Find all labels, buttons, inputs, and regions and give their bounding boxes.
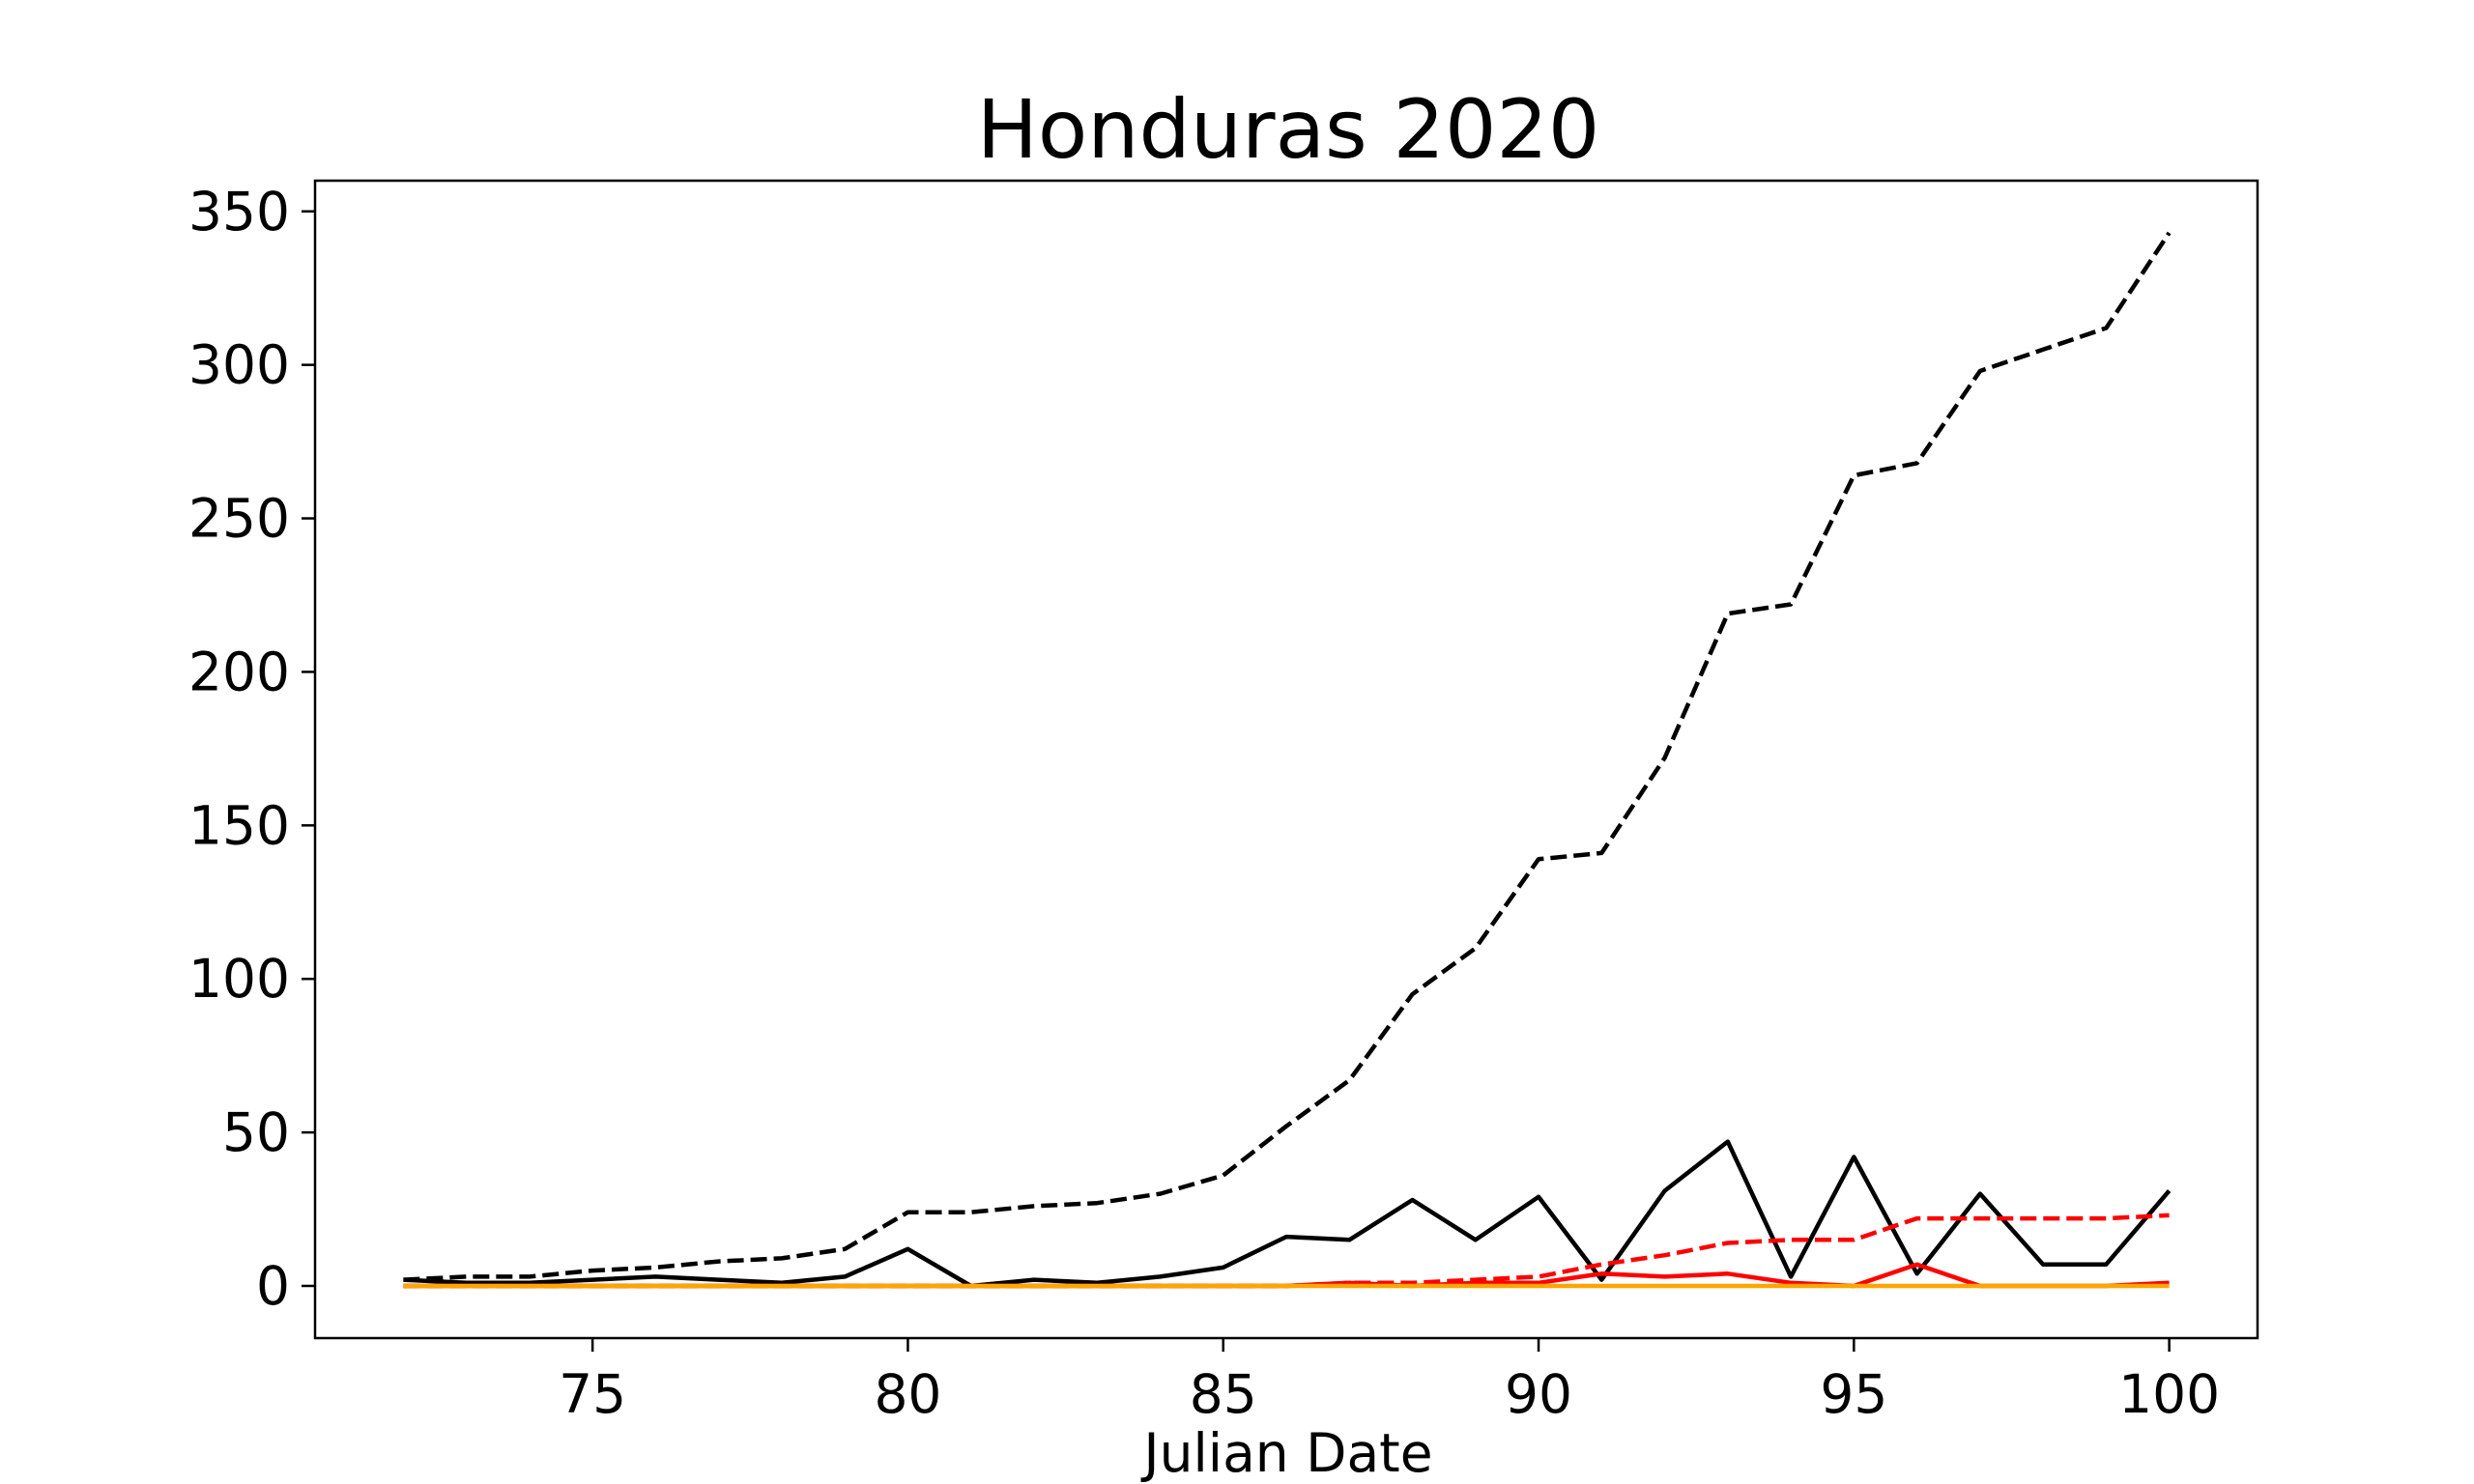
x-tick-label: 75 — [559, 1363, 626, 1425]
x-tick-label: 85 — [1190, 1363, 1257, 1425]
x-tick-label: 80 — [874, 1363, 941, 1425]
y-tick-label: 250 — [188, 488, 290, 550]
x-tick-label: 95 — [1820, 1363, 1887, 1425]
y-tick-label: 150 — [188, 794, 290, 856]
x-tick-label: 90 — [1505, 1363, 1572, 1425]
x-axis-label: Julian Date — [1140, 1422, 1432, 1484]
x-tick-label: 100 — [2118, 1363, 2220, 1425]
y-tick-label: 200 — [188, 641, 290, 702]
chart-title: Honduras 2020 — [977, 82, 1600, 177]
y-tick-label: 300 — [188, 334, 290, 396]
y-tick-label: 100 — [188, 948, 290, 1010]
y-tick-label: 0 — [256, 1255, 290, 1317]
plot-frame — [313, 179, 2259, 1340]
y-tick-label: 50 — [222, 1101, 290, 1163]
series-line-2 — [403, 1139, 2172, 1289]
y-tick-label: 350 — [188, 181, 290, 243]
series-layer — [403, 231, 2172, 1289]
series-line-1 — [403, 231, 2172, 1282]
x-axis-ticks: 75 80 85 90 95 100 — [559, 1338, 2220, 1425]
y-axis-ticks: 0 50 100 150 200 250 300 350 — [188, 181, 315, 1317]
